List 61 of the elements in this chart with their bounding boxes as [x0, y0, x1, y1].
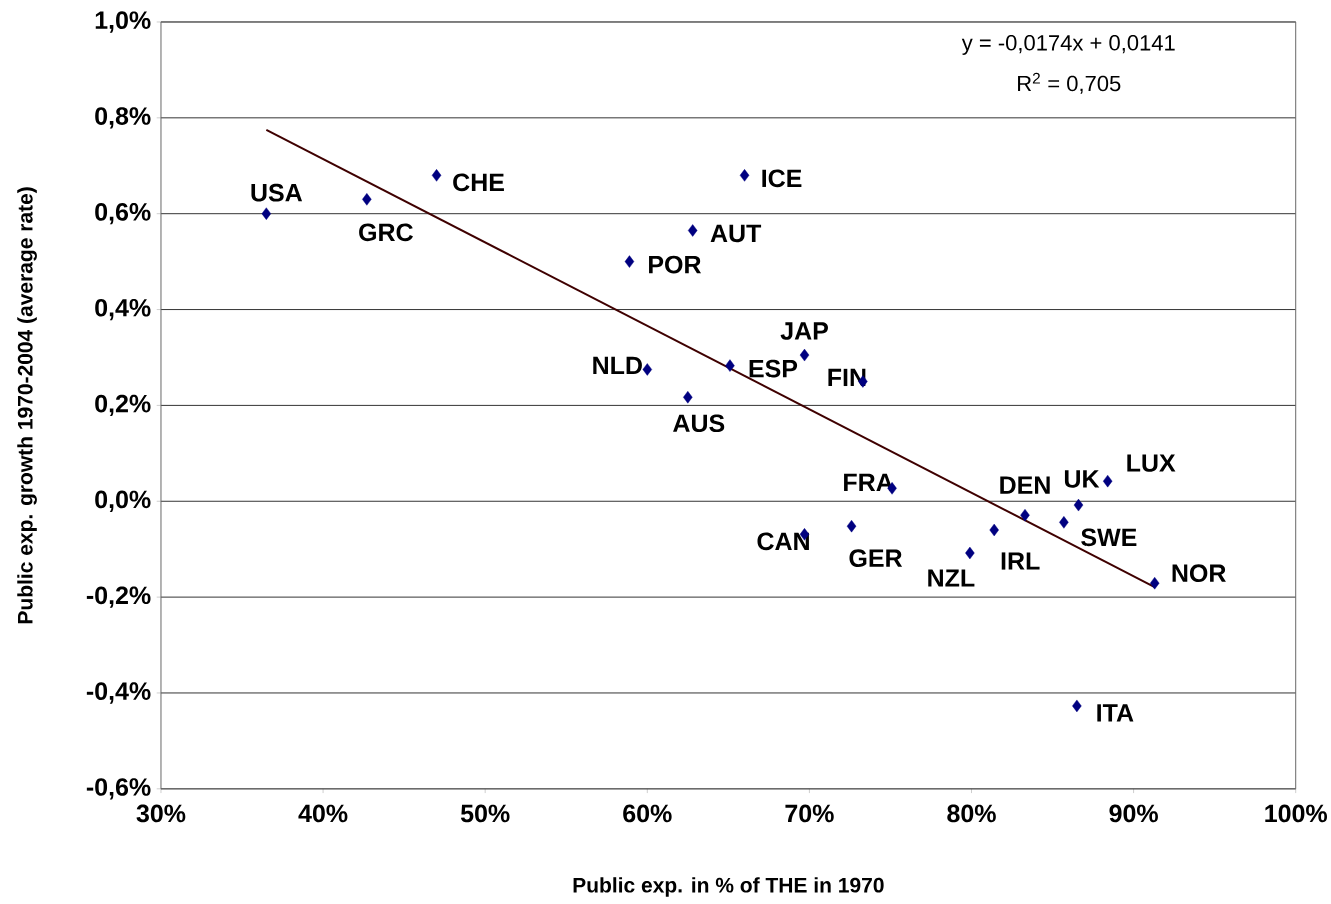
point	[687, 224, 698, 237]
annotation: AUT	[710, 224, 762, 243]
annotation: GER	[849, 549, 903, 568]
point	[642, 363, 652, 376]
annotation: AUS	[673, 414, 725, 433]
annotation: NZL	[928, 569, 975, 587]
point	[431, 169, 442, 182]
point	[362, 193, 372, 206]
annotation: JAP	[780, 322, 828, 340]
point	[1020, 509, 1030, 522]
point	[989, 523, 999, 537]
x-tick-label: 30%	[136, 804, 186, 823]
annotation: USA	[251, 183, 303, 202]
point	[725, 359, 735, 372]
point	[1073, 498, 1084, 512]
annotation: LUX	[1127, 454, 1176, 472]
y-axis-title: Public exp. growth 1970-2004 (average rate)	[17, 187, 37, 624]
annotation: R$^{2}$ = 0,705	[1018, 72, 1121, 94]
point	[261, 207, 272, 220]
x-tick-label: 50%	[460, 804, 510, 823]
annotation: DEN	[1000, 476, 1050, 494]
annotation: NOR	[1172, 564, 1226, 583]
y-tick-label: 0,0%	[95, 490, 151, 513]
x-tick-label: 70%	[785, 804, 834, 823]
point	[965, 546, 975, 560]
x-tick-label: 90%	[1109, 804, 1158, 823]
annotation: GRC	[359, 223, 413, 242]
point	[846, 520, 857, 533]
point	[683, 391, 693, 404]
point	[1072, 699, 1082, 713]
x-axis-title: Public exp. in % of THE in 1970	[573, 877, 884, 897]
annotation: IRL	[1001, 552, 1040, 570]
x-tick-label: 80%	[947, 804, 996, 823]
point	[1059, 516, 1069, 529]
y-tick-label: 0,8%	[95, 107, 151, 129]
y-tick-label: 1,0%	[95, 11, 151, 33]
annotation: ICE	[762, 169, 802, 188]
point	[799, 348, 810, 362]
annotation: CHE	[453, 173, 504, 192]
y-tick-label: -0,2%	[86, 586, 151, 608]
x-tick-label: 100%	[1265, 804, 1327, 823]
annotation: SWE	[1081, 528, 1137, 547]
x-tick-label: 40%	[298, 804, 348, 823]
annotation: CAN	[757, 532, 809, 551]
y-tick-label: 0,6%	[95, 203, 151, 225]
annotation: POR	[649, 255, 702, 274]
annotation: ESP	[749, 359, 798, 378]
y-tick-label: 0,2%	[95, 394, 151, 417]
annotation: y = -0,0174x + 0,0141	[961, 35, 1175, 56]
point	[1102, 475, 1113, 488]
y-tick-label: -0,4%	[86, 682, 151, 704]
x-tick-label: 60%	[623, 804, 672, 823]
annotation: ITA	[1097, 704, 1134, 722]
annotation: NLD	[593, 356, 642, 375]
y-tick-label: 0,4%	[95, 298, 151, 321]
annotation: UK	[1064, 470, 1100, 488]
annotation: FRA	[844, 473, 894, 492]
y-tick-label: -0,6%	[86, 778, 151, 800]
point	[624, 255, 635, 268]
point	[739, 169, 750, 182]
point	[1149, 577, 1160, 590]
